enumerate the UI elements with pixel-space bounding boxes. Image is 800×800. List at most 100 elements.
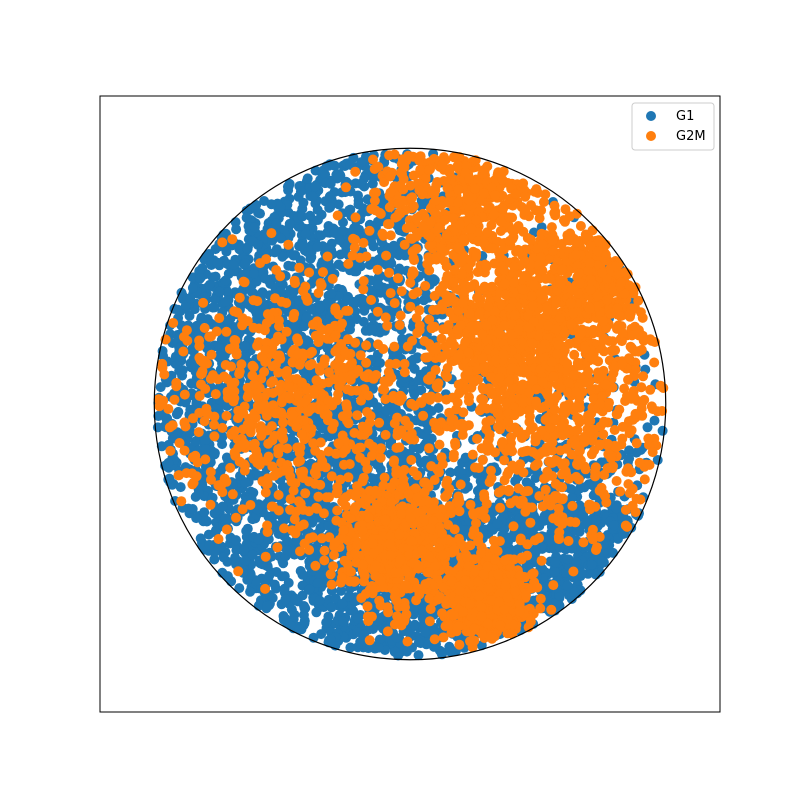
data-point: [302, 173, 313, 184]
data-point: [186, 378, 197, 389]
points-layer: [152, 148, 669, 661]
data-point: [409, 619, 420, 630]
data-point: [204, 279, 215, 290]
data-point: [300, 228, 311, 239]
data-point: [214, 343, 225, 354]
data-point: [172, 304, 183, 315]
data-point: [611, 503, 622, 514]
data-point: [362, 601, 373, 612]
data-point: [554, 542, 565, 553]
data-point: [355, 178, 366, 189]
data-point: [155, 382, 166, 393]
data-point: [222, 287, 233, 298]
data-point: [239, 340, 250, 351]
data-point: [262, 601, 272, 612]
data-point: [549, 566, 560, 577]
data-point: [209, 554, 220, 565]
data-point: [381, 405, 392, 416]
data-point: [239, 545, 250, 556]
data-point: [624, 453, 635, 464]
data-point: [307, 191, 318, 202]
data-point: [264, 570, 275, 581]
data-point: [184, 310, 195, 321]
data-point: [295, 566, 306, 576]
data-point: [550, 557, 561, 568]
data-point: [269, 579, 280, 590]
data-point: [326, 288, 337, 299]
data-point: [230, 552, 241, 563]
data-point: [536, 555, 547, 566]
data-point: [311, 375, 322, 386]
data-point: [326, 579, 337, 590]
data-point: [337, 225, 348, 236]
data-point: [266, 199, 277, 210]
data-point: [196, 312, 207, 323]
data-point: [282, 536, 293, 547]
data-point: [529, 545, 540, 556]
data-point: [299, 321, 310, 332]
data-point: [413, 650, 424, 661]
data-point: [366, 275, 376, 286]
data-point: [231, 224, 242, 235]
data-point: [420, 627, 431, 638]
data-point: [185, 404, 196, 415]
data-point: [282, 545, 293, 556]
data-point: [257, 559, 268, 570]
data-point: [200, 444, 211, 455]
data-point: [280, 613, 291, 624]
data-point: [313, 491, 324, 502]
data-point: [333, 291, 344, 301]
data-point: [338, 217, 348, 228]
data-point: [289, 609, 300, 620]
data-point: [253, 207, 264, 218]
data-point: [391, 632, 402, 643]
data-point: [353, 462, 364, 473]
data-point: [191, 513, 202, 524]
data-point: [321, 617, 332, 628]
data-point: [220, 513, 231, 524]
data-point: [414, 443, 424, 454]
data-point: [436, 649, 447, 660]
data-point: [576, 568, 587, 578]
data-point: [152, 422, 163, 433]
data-point: [508, 521, 519, 532]
data-point: [228, 260, 239, 270]
data-point: [312, 204, 323, 215]
data-point: [214, 313, 225, 324]
data-point: [312, 215, 323, 225]
data-point: [345, 642, 356, 653]
data-point: [355, 639, 366, 649]
data-point: [242, 244, 253, 255]
data-point: [445, 646, 456, 657]
data-point: [247, 549, 258, 560]
data-point: [218, 552, 229, 563]
data-point: [591, 515, 602, 526]
data-point: [245, 586, 256, 597]
data-point: [209, 547, 220, 558]
data-point: [350, 212, 361, 223]
data-point: [209, 448, 220, 458]
data-point: [220, 296, 231, 307]
data-point: [314, 595, 325, 606]
data-point: [177, 365, 188, 376]
data-point: [277, 571, 287, 582]
data-point: [253, 534, 264, 545]
data-point: [193, 488, 204, 499]
data-point: [312, 578, 323, 588]
data-point: [657, 425, 668, 436]
data-point: [304, 584, 315, 595]
data-point: [320, 169, 331, 180]
data-point: [251, 200, 262, 210]
data-point: [374, 634, 385, 645]
data-point: [231, 545, 242, 556]
data-point: [284, 178, 295, 189]
data-point: [212, 257, 223, 268]
data-point: [348, 296, 359, 307]
data-point: [249, 268, 259, 279]
data-point: [367, 324, 378, 335]
data-point: [311, 607, 322, 618]
data-point: [566, 484, 576, 495]
data-point: [252, 239, 263, 250]
data-point: [597, 556, 607, 567]
data-point: [217, 501, 228, 512]
